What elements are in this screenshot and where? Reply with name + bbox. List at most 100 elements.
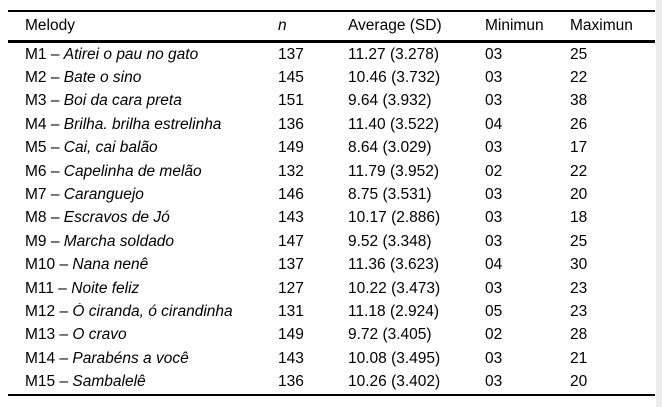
minimum-cell: 02 [485,162,503,180]
melody-id: M8 – [25,209,64,227]
n-cell: 151 [278,92,304,110]
minimum-cell: 02 [485,326,503,344]
melody-id: M3 – [25,92,64,110]
table-row: M5 – Cai, cai balão 149 8.64 (3.029) 03 17 [8,137,655,160]
table-row: M15 – Sambalelê 136 10.26 (3.402) 03 20 [8,370,655,393]
melody-cell: M4 – Brilha. brilha estrelinha [8,116,278,134]
average-cell: 10.17 (2.886) [348,209,441,227]
maximum-cell: 22 [570,162,588,180]
minimum-cell: 03 [485,232,503,250]
average-cell: 9.52 (3.348) [348,232,432,250]
maximum-cell: 23 [570,279,588,297]
melody-name: Cai, cai balão [63,139,158,157]
minimum-cell: 04 [485,115,503,133]
maximum-cell: 26 [570,115,588,133]
melody-stats-table: Melody n Average (SD) Minimun Maximun M1… [8,10,655,396]
melody-id: M1 – [25,45,64,63]
n-cell: 136 [278,373,304,391]
average-cell: 8.64 (3.029) [348,139,432,157]
melody-id: M4 – [25,115,64,133]
melody-id: M12 – [25,302,73,320]
average-cell: 10.26 (3.402) [348,373,441,391]
table-body: M1 – Atirei o pau no gato 137 11.27 (3.278… [8,43,655,394]
table-row: M10 – Nana nenê 137 11.36 (3.623) 04 30 [8,254,655,277]
column-header-maximum: Maximun [570,17,633,34]
melody-id: M7 – [25,186,64,204]
minimum-cell: 03 [485,69,503,87]
maximum-cell: 17 [570,139,588,157]
melody-name: Marcha soldado [63,232,175,250]
table-row: M1 – Atirei o pau no gato 137 11.27 (3.278… [8,43,655,66]
melody-id: M2 – [25,69,64,87]
melody-name: O cravo [72,326,127,344]
minimum-cell: 03 [485,45,503,63]
minimum-cell: 03 [485,349,503,367]
melody-id: M10 – [25,256,73,274]
table-row: M14 – Parabéns a você 143 10.08 (3.495) 03 2… [8,347,655,370]
melody-cell: M8 – Escravos de Jó [8,209,278,227]
table-row: M9 – Marcha soldado 147 9.52 (3.348) 03 25 [8,230,655,253]
column-header-minimum: Minimun [485,17,544,34]
melody-cell: M6 – Capelinha de melão [8,163,278,181]
melody-id: M13 – [25,326,73,344]
maximum-cell: 38 [570,92,588,110]
average-cell: 11.36 (3.623) [348,256,440,274]
n-cell: 145 [278,69,304,87]
minimum-cell: 04 [485,256,503,274]
minimum-cell: 03 [485,279,503,297]
table-header-row: Melody n Average (SD) Minimun Maximun [8,12,655,43]
melody-name: Brilha. brilha estrelinha [63,115,222,133]
table-row: M4 – Brilha. brilha estrelinha 136 11.40 (… [8,113,655,136]
maximum-cell: 25 [570,45,588,63]
average-cell: 9.72 (3.405) [348,326,432,344]
melody-name: Atirei o pau no gato [63,45,199,63]
maximum-cell: 23 [570,302,588,320]
maximum-cell: 22 [570,69,588,87]
melody-id: M11 – [25,279,72,297]
column-header-melody: Melody [25,17,75,34]
melody-cell: M14 – Parabéns a você [8,350,278,368]
n-cell: 149 [278,139,304,157]
maximum-cell: 18 [570,209,588,227]
n-cell: 146 [278,186,304,204]
melody-cell: M9 – Marcha soldado [8,233,278,251]
maximum-cell: 25 [570,232,588,250]
melody-id: M6 – [25,162,64,180]
melody-name: Escravos de Jó [63,209,170,227]
melody-name: Boi da cara preta [63,92,182,110]
average-cell: 10.22 (3.473) [348,279,441,297]
melody-cell: M11 – Noite feliz [8,280,278,298]
melody-cell: M13 – O cravo [8,326,278,344]
melody-id: M5 – [25,139,64,157]
column-header-average: Average (SD) [348,17,442,34]
maximum-cell: 20 [570,373,588,391]
n-cell: 127 [278,279,304,297]
average-cell: 10.46 (3.732) [348,69,441,87]
melody-cell: M7 – Caranguejo [8,186,278,204]
melody-cell: M3 – Boi da cara preta [8,92,278,110]
melody-name: Noite feliz [71,279,140,297]
table-row: M11 – Noite feliz 127 10.22 (3.473) 03 23 [8,277,655,300]
melody-name: Nana nenê [72,256,149,274]
melody-name: Parabéns a você [72,349,189,367]
average-cell: 11.18 (2.924) [348,302,440,320]
maximum-cell: 21 [570,349,588,367]
table-row: M3 – Boi da cara preta 151 9.64 (3.932) 03 3… [8,90,655,113]
melody-name: Bate o sino [63,69,142,87]
average-cell: 10.08 (3.495) [348,349,441,367]
table-row: M6 – Capelinha de melão 132 11.79 (3.952) 0… [8,160,655,183]
n-cell: 132 [278,162,304,180]
melody-name: Capelinha de melão [63,162,202,180]
minimum-cell: 03 [485,139,503,157]
average-cell: 11.27 (3.278) [348,45,440,63]
table-row: M12 – Ó ciranda, ó cirandinha 131 11.18 (2… [8,300,655,323]
column-header-n: n [278,17,287,34]
average-cell: 9.64 (3.932) [348,92,432,110]
minimum-cell: 03 [485,186,503,204]
maximum-cell: 20 [570,186,588,204]
minimum-cell: 03 [485,209,503,227]
n-cell: 137 [278,45,304,63]
minimum-cell: 03 [485,373,503,391]
melody-name: Sambalelê [72,373,146,391]
melody-cell: M1 – Atirei o pau no gato [8,46,278,64]
